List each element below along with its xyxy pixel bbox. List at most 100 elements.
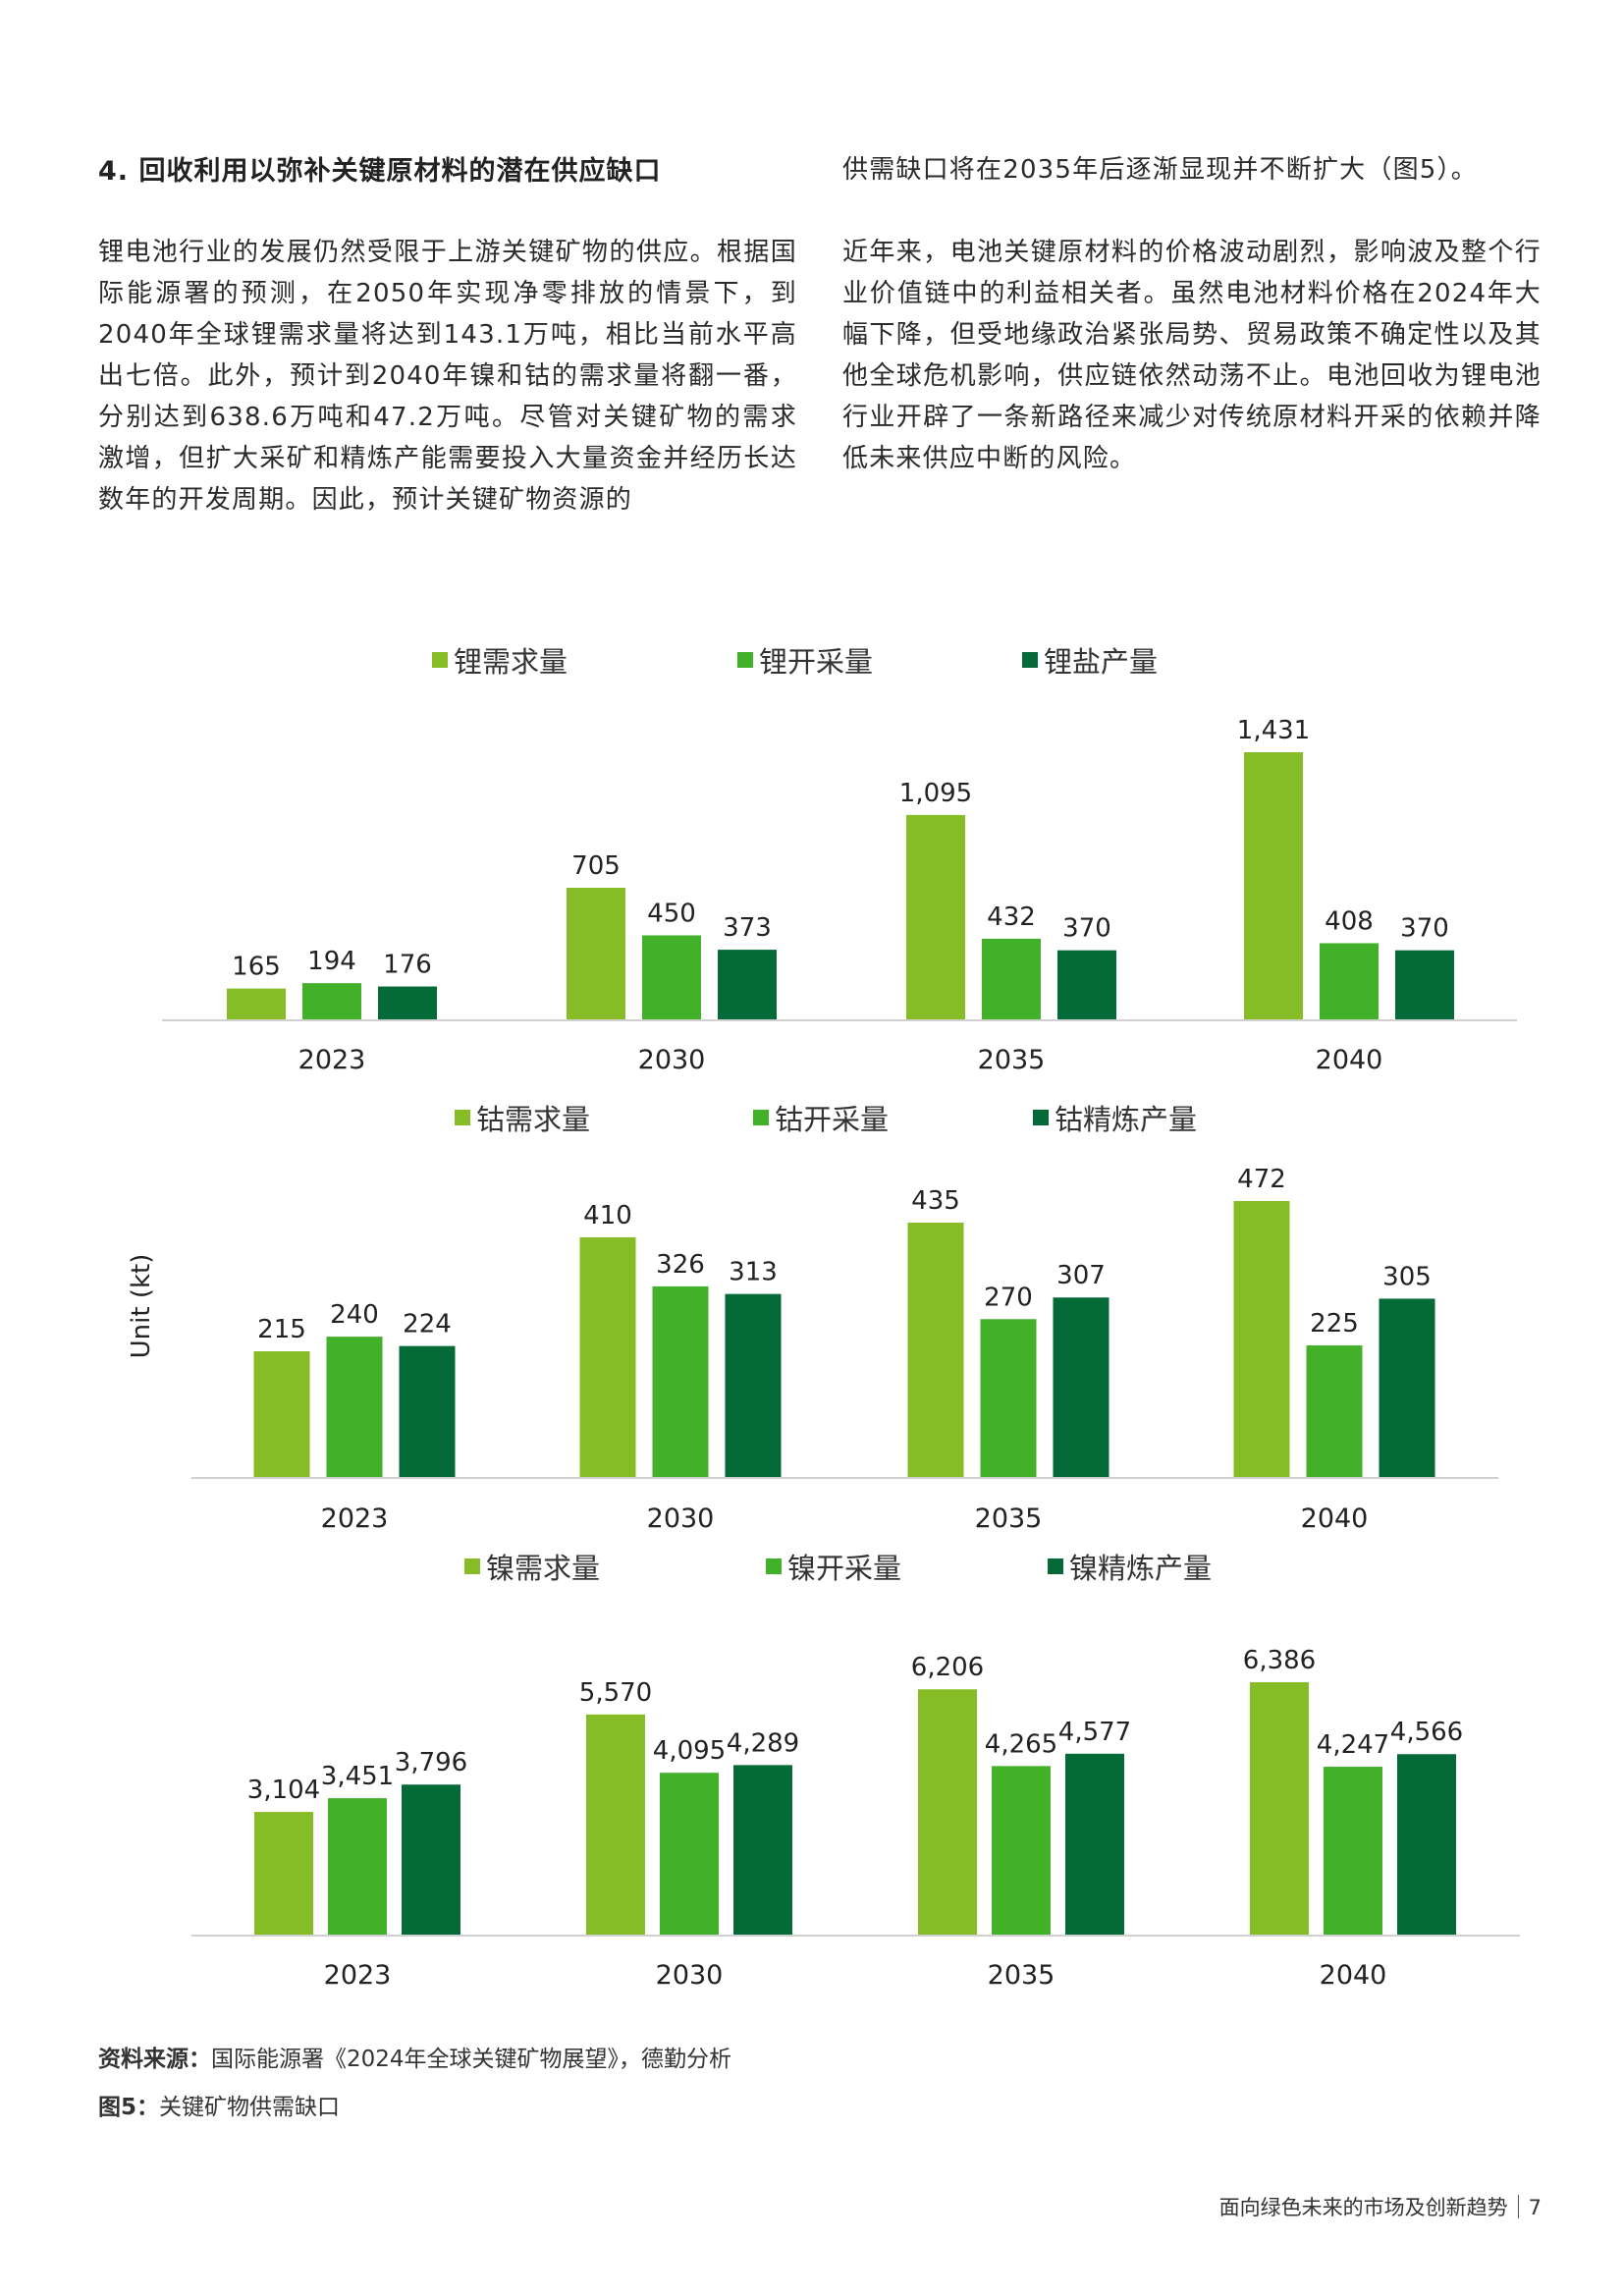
legend-swatch — [1048, 1558, 1063, 1574]
bar — [326, 1337, 383, 1477]
bar — [907, 1223, 964, 1477]
legend-swatch — [753, 1110, 769, 1125]
legend-swatch — [1033, 1110, 1049, 1125]
data-label: 6,386 — [1243, 1646, 1316, 1675]
legend-swatch — [766, 1558, 782, 1574]
data-label: 6,206 — [911, 1653, 984, 1682]
legend-swatch — [432, 652, 448, 668]
bar — [1397, 1754, 1456, 1935]
bar — [302, 983, 361, 1019]
data-label: 3,451 — [321, 1762, 394, 1791]
data-label: 313 — [729, 1258, 778, 1287]
x-tick-label: 2030 — [656, 1960, 724, 1991]
data-label: 307 — [1056, 1261, 1106, 1290]
x-tick-label: 2023 — [298, 1045, 366, 1075]
x-tick-label: 2035 — [978, 1045, 1046, 1075]
bar — [660, 1773, 719, 1935]
data-label: 225 — [1310, 1309, 1359, 1339]
data-label: 4,247 — [1317, 1730, 1389, 1760]
bar — [906, 814, 965, 1019]
data-label: 432 — [987, 902, 1036, 932]
bar — [1324, 1767, 1382, 1935]
data-label: 165 — [232, 953, 281, 982]
data-label: 3,104 — [247, 1776, 320, 1805]
data-label: 472 — [1237, 1165, 1286, 1194]
legend-swatch — [1022, 652, 1038, 668]
data-label: 4,577 — [1058, 1718, 1131, 1747]
bar — [1379, 1298, 1435, 1477]
x-tick-label: 2030 — [638, 1045, 706, 1075]
data-label: 435 — [911, 1186, 960, 1216]
bar — [1244, 752, 1303, 1019]
bar — [399, 1345, 456, 1477]
legend-label: 镍开采量 — [787, 1552, 901, 1585]
bar — [567, 887, 625, 1019]
data-label: 305 — [1382, 1262, 1432, 1291]
bar — [1320, 943, 1379, 1019]
legend-label: 锂需求量 — [454, 645, 568, 679]
source-note: 资料来源：国际能源署《2024年全球关键矿物展望》，德勤分析 — [98, 2040, 731, 2073]
legend-label: 钴精炼产量 — [1055, 1103, 1197, 1136]
data-label: 373 — [723, 913, 772, 943]
data-label: 1,095 — [899, 779, 972, 808]
bar — [733, 1765, 792, 1935]
data-label: 4,566 — [1390, 1718, 1463, 1747]
data-label: 194 — [307, 947, 356, 976]
data-label: 410 — [583, 1201, 632, 1230]
data-label: 5,570 — [579, 1678, 652, 1708]
page-number: 7 — [1528, 2196, 1542, 2219]
data-label: 176 — [383, 951, 432, 980]
x-tick-label: 2030 — [647, 1503, 715, 1534]
legend-swatch — [455, 1110, 470, 1125]
data-label: 370 — [1062, 914, 1111, 944]
legend-label: 锂盐产量 — [1044, 645, 1158, 679]
data-label: 408 — [1325, 906, 1374, 936]
bar — [1053, 1297, 1109, 1477]
figure-caption: 图5：关键矿物供需缺口 — [98, 2088, 340, 2121]
bar — [227, 988, 286, 1019]
data-label: 705 — [571, 851, 621, 881]
footer-title: 面向绿色未来的市场及创新趋势 — [1218, 2196, 1508, 2219]
bar — [725, 1293, 782, 1477]
section-heading: 4. 回收利用以弥补关键原材料的潜在供应缺口 — [98, 156, 662, 187]
bar — [586, 1714, 645, 1935]
page-footer: 面向绿色未来的市场及创新趋势 7 — [1219, 2192, 1542, 2221]
source-text: 国际能源署《2024年全球关键矿物展望》，德勤分析 — [211, 2047, 732, 2072]
right-column: 近年来，电池关键原材料的价格波动剧烈，影响波及整个行业价值链中的利益相关者。虽然… — [842, 232, 1542, 479]
x-tick-label: 2040 — [1320, 1960, 1387, 1991]
bar — [1057, 950, 1116, 1019]
bar — [579, 1236, 636, 1477]
bar — [1395, 950, 1454, 1019]
bar — [652, 1285, 709, 1477]
bar — [992, 1766, 1051, 1935]
legend-label: 钴需求量 — [476, 1103, 590, 1136]
bar — [1065, 1753, 1124, 1935]
legend-label: 镍需求量 — [486, 1552, 600, 1585]
supply-demand-charts: 锂需求量 165 705 1,095 1,431 锂开采量 194 450 432 408 锂盐产量… — [127, 645, 1520, 1991]
data-label: 370 — [1400, 914, 1449, 944]
x-tick-label: 2035 — [988, 1960, 1055, 1991]
data-label: 4,095 — [653, 1736, 726, 1766]
bar — [402, 1784, 460, 1935]
legend-label: 镍精炼产量 — [1069, 1552, 1212, 1585]
data-label: 224 — [403, 1310, 452, 1339]
legend-label: 钴开采量 — [775, 1103, 889, 1136]
caption-text: 关键矿物供需缺口 — [159, 2095, 341, 2120]
footer-divider — [1517, 2195, 1519, 2218]
x-tick-label: 2040 — [1301, 1503, 1369, 1534]
bar — [378, 986, 437, 1019]
bar — [1233, 1201, 1290, 1477]
data-label: 4,265 — [985, 1729, 1057, 1759]
bar — [982, 938, 1041, 1019]
bar — [328, 1798, 387, 1935]
bar — [718, 950, 777, 1019]
left-column: 锂电池行业的发展仍然受限于上游关键矿物的供应。根据国际能源署的预测，在2050年… — [98, 232, 797, 520]
bar — [642, 935, 701, 1019]
legend-swatch — [464, 1558, 480, 1574]
bar — [918, 1689, 977, 1935]
bar — [253, 1351, 310, 1477]
right-column-continuation: 供需缺口将在2035年后逐渐显现并不断扩大（图5）。 — [842, 149, 1542, 191]
body-paragraph: 近年来，电池关键原材料的价格波动剧烈，影响波及整个行业价值链中的利益相关者。虽然… — [842, 238, 1542, 473]
x-tick-label: 2023 — [321, 1503, 389, 1534]
data-label: 1,431 — [1237, 716, 1310, 745]
